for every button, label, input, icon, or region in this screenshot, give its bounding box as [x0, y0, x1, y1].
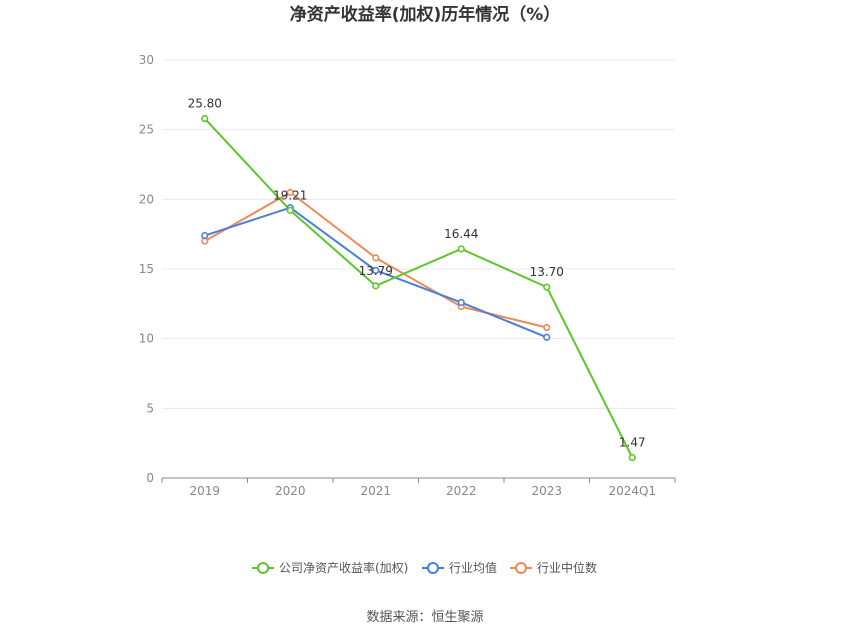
legend-marker-icon: [427, 562, 439, 574]
data-point: [286, 206, 294, 214]
data-point: [286, 188, 294, 196]
data-point: [372, 282, 380, 290]
data-point: [201, 114, 209, 123]
data-label: 13.70: [530, 265, 564, 279]
data-point: [543, 283, 551, 291]
x-tick-label: 2019: [189, 484, 220, 498]
data-label: 1.47: [619, 436, 646, 450]
data-label: 25.80: [188, 97, 222, 111]
y-tick-label: 0: [146, 471, 154, 485]
data-label: 13.79: [359, 264, 393, 278]
y-tick-label: 5: [146, 401, 154, 415]
data-label-layer: 25.80 19.21 13.79 16.44 13.70 1.47: [188, 97, 646, 450]
data-point: [372, 254, 380, 262]
x-tick-label: 2024Q1: [608, 484, 656, 498]
data-label: 19.21: [273, 188, 307, 202]
legend-marker-icon: [515, 562, 527, 574]
legend-label: 公司净资产收益率(加权): [279, 560, 408, 575]
data-point: [628, 453, 636, 462]
y-tick-label: 15: [139, 262, 154, 276]
data-point: [543, 333, 551, 341]
data-point: [457, 298, 465, 307]
legend-item[interactable]: 公司净资产收益率(加权): [252, 560, 408, 575]
source-note: 数据来源：恒生聚源: [366, 610, 483, 625]
legend-item[interactable]: 行业均值: [422, 560, 497, 575]
legend-label: 行业均值: [449, 560, 497, 575]
data-label: 16.44: [444, 227, 478, 241]
y-tick-label: 25: [139, 123, 154, 137]
y-tick-label: 10: [139, 332, 154, 346]
series-line: [204, 117, 634, 458]
x-tick-label: 2022: [446, 484, 477, 498]
data-point: [372, 266, 380, 274]
chart-title: 净资产收益率(加权)历年情况（%）: [290, 4, 561, 25]
data-point: [543, 323, 551, 332]
data-point: [201, 237, 209, 245]
grid-layer: [162, 59, 675, 409]
legend-label: 行业中位数: [537, 560, 597, 575]
x-tick-label: 2020: [275, 484, 306, 498]
legend-marker-icon: [257, 562, 269, 574]
axis-layer: 0 5 10 15 20 25 30 2019 2020 2021 2022 2023 2024Q1: [139, 53, 676, 498]
x-tick-label: 2023: [531, 484, 562, 498]
x-tick-label: 2021: [360, 484, 391, 498]
y-tick-label: 30: [139, 53, 154, 67]
data-point: [201, 231, 209, 240]
legend: 公司净资产收益率(加权) 行业均值 行业中位数: [252, 560, 597, 575]
legend-item[interactable]: 行业中位数: [510, 560, 597, 575]
series-layer: [201, 114, 636, 462]
y-tick-label: 20: [139, 192, 154, 206]
data-point: [457, 245, 465, 253]
